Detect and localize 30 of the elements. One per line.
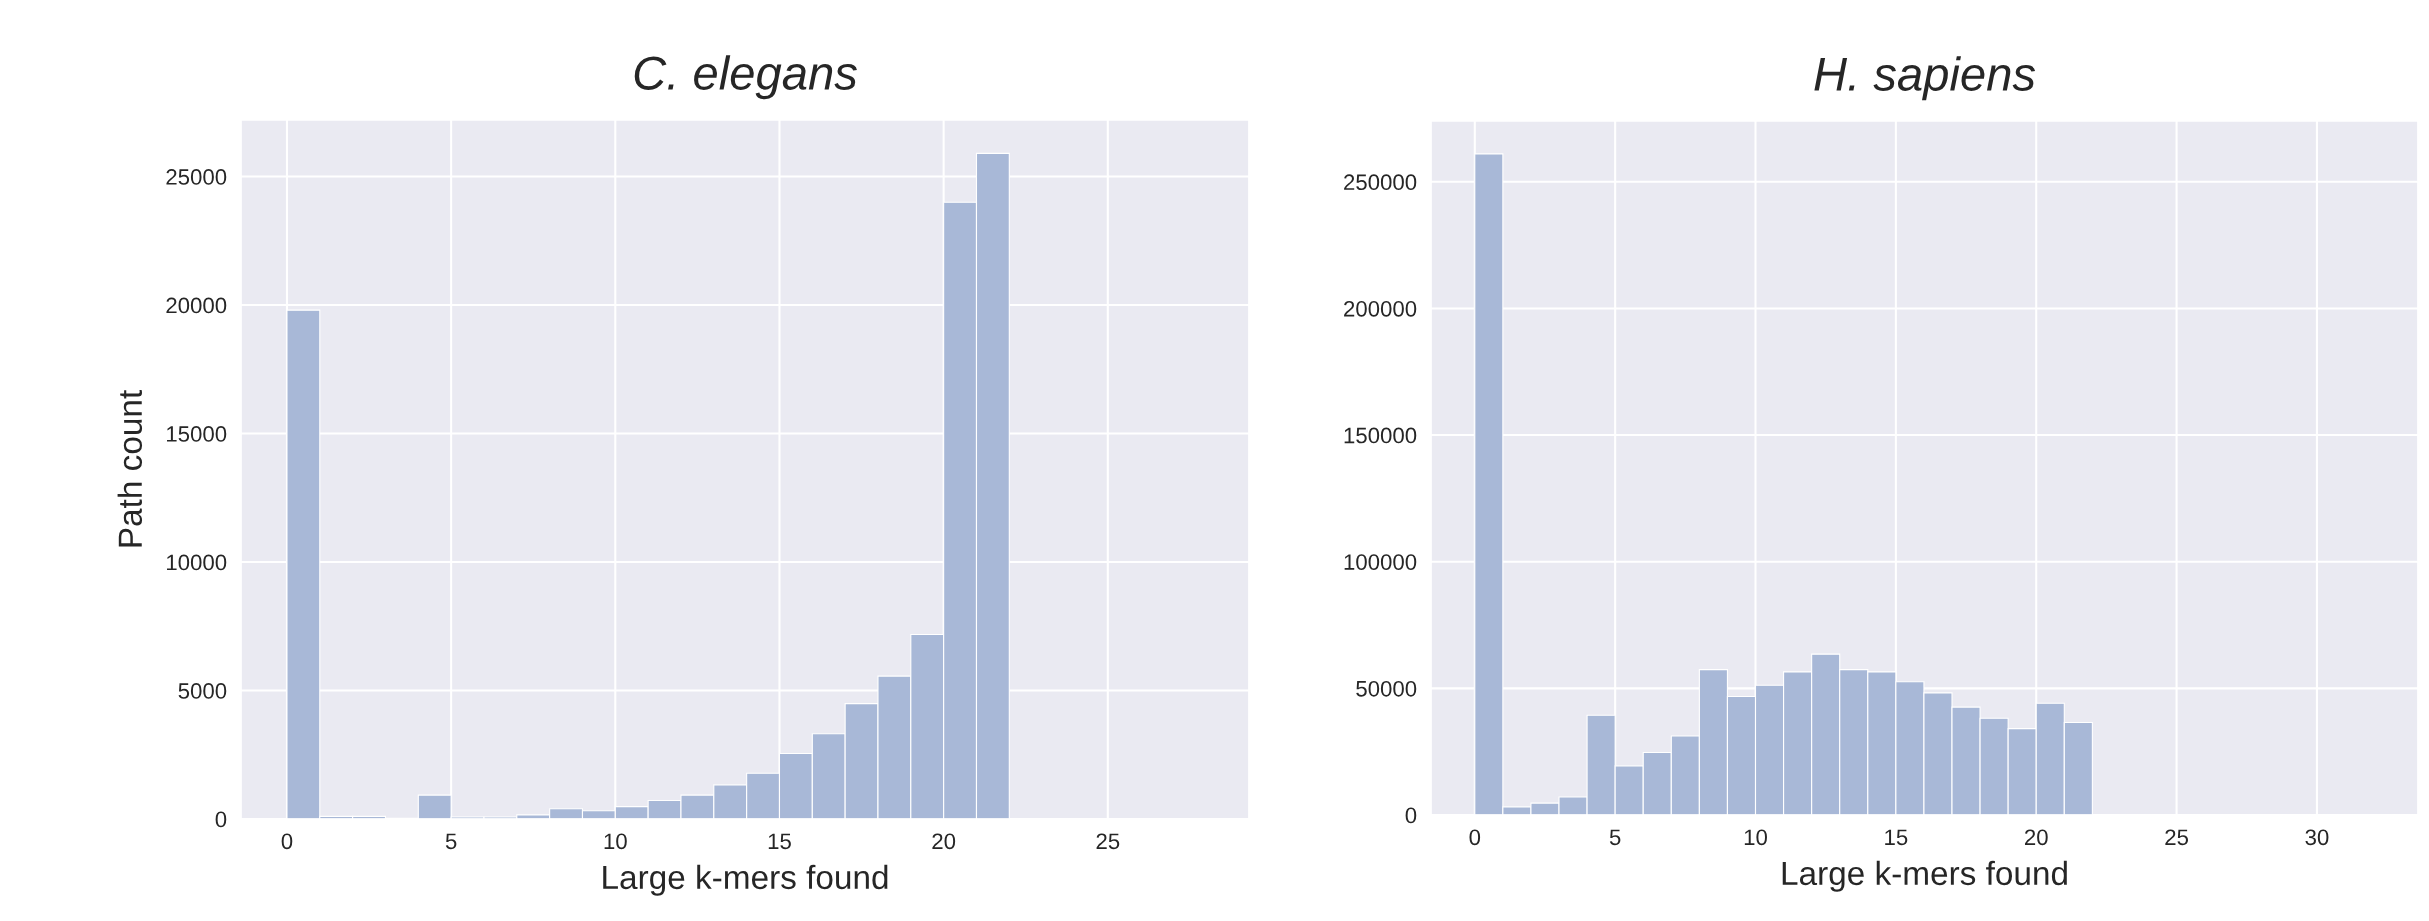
y-tick-label: 20000: [166, 297, 227, 314]
y-tick-label: 10000: [167, 554, 227, 571]
y-axis-title: Path count: [117, 390, 143, 547]
x-tick-label: 0: [1469, 829, 1481, 846]
chart-title: H. sapiens: [1814, 56, 2036, 101]
x-tick-label: 0: [281, 833, 293, 850]
y-tick-label: 0: [215, 811, 227, 828]
y-tick-label: 15000: [167, 426, 227, 442]
y-tick-label: 5000: [178, 683, 227, 699]
x-tick-label: 25: [1096, 833, 1120, 850]
x-tick-label: 10: [604, 833, 627, 850]
y-tick-label: 0: [1405, 807, 1417, 824]
y-tick-label: 200000: [1344, 300, 1417, 317]
x-tick-label: 20: [2024, 829, 2048, 846]
x-tick-label: 25: [2165, 829, 2189, 846]
x-tick-label: 15: [1885, 829, 1908, 846]
y-tick-label: 150000: [1344, 427, 1417, 444]
x-tick-label: 5: [1609, 829, 1621, 846]
x-tick-label: 10: [1744, 829, 1767, 846]
x-tick-label: 30: [2305, 829, 2329, 846]
y-tick-label: 50000: [1356, 680, 1417, 697]
chart-title: C. elegans: [634, 55, 857, 100]
x-tick-label: 5: [445, 833, 457, 850]
x-axis-title: Large k-mers found: [603, 864, 888, 896]
y-tick-label: 100000: [1344, 554, 1417, 570]
x-tick-label: 15: [768, 833, 791, 850]
y-tick-label: 250000: [1344, 174, 1417, 191]
x-tick-label: 20: [932, 833, 956, 850]
x-axis-title: Large k-mers found: [1782, 860, 2067, 892]
y-tick-label: 25000: [166, 169, 227, 185]
